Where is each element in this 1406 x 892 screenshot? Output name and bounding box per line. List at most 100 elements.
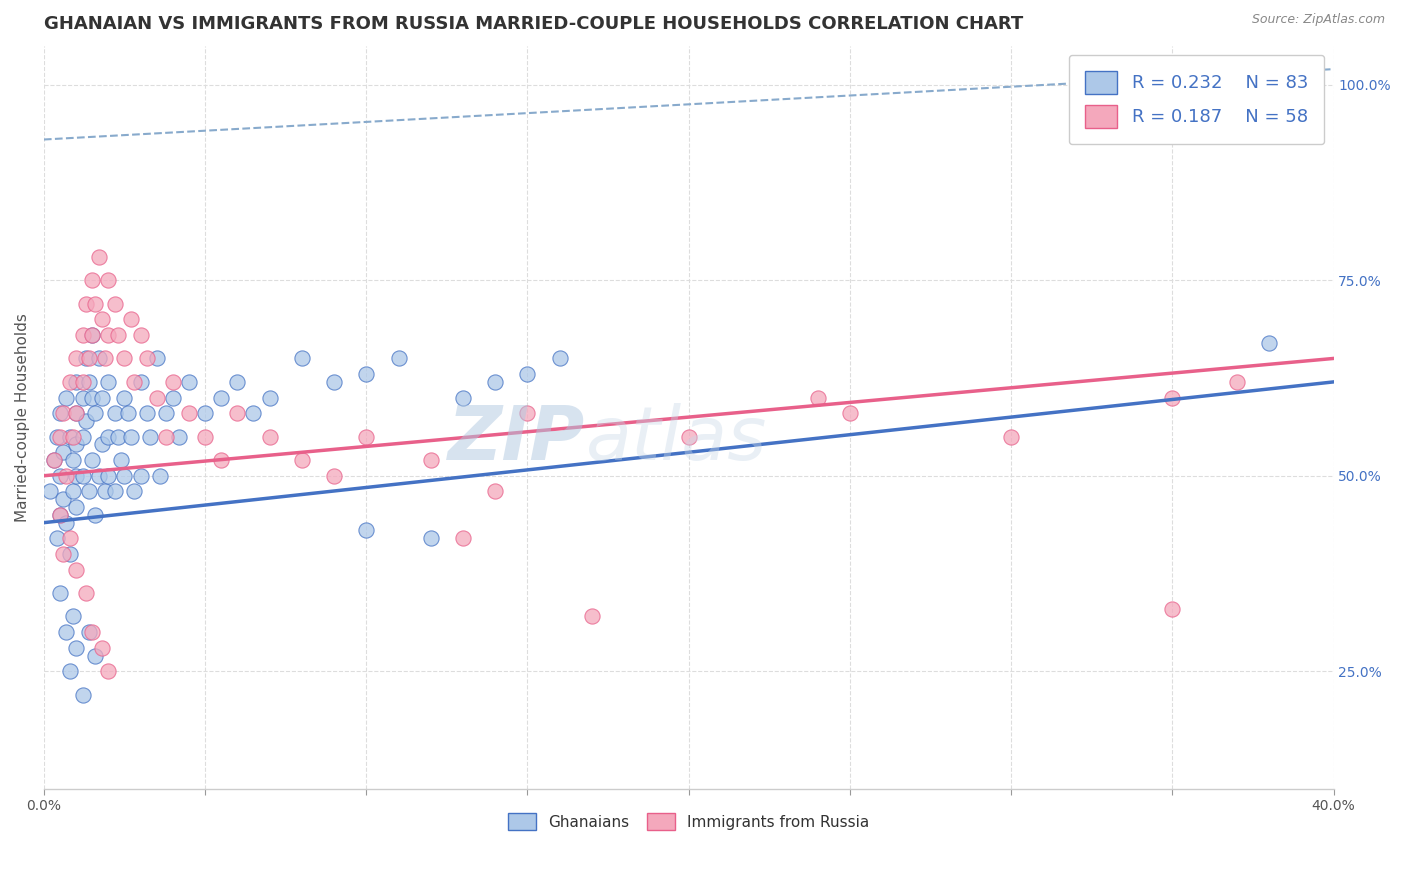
Point (52, 492, 75, 507)
Point (356, 367, 378, 381)
Point (77, 484, 100, 499)
Point (82, 273, 104, 287)
Point (84, 508, 107, 522)
Point (194, 406, 217, 420)
Point (177, 375, 200, 389)
Point (110, 453, 132, 467)
Point (65, 406, 87, 420)
Point (149, 468, 172, 483)
Point (42, 453, 65, 467)
Point (59, 547, 82, 561)
Point (516, 406, 538, 420)
Point (59, 665, 82, 679)
Point (323, 375, 346, 389)
Point (65, 500, 87, 514)
Point (259, 391, 281, 405)
Point (90, 437, 112, 451)
Point (581, 609, 603, 624)
Point (356, 430, 378, 444)
Point (145, 351, 167, 366)
Point (678, 430, 700, 444)
Point (97, 468, 120, 483)
Point (52, 406, 75, 420)
Point (65, 437, 87, 451)
Point (55, 468, 77, 483)
Point (82, 328, 104, 343)
Point (90, 312, 112, 326)
Point (107, 328, 129, 343)
Point (87, 250, 110, 264)
Point (49, 406, 72, 420)
Point (62, 430, 84, 444)
Point (129, 375, 152, 389)
Point (94, 484, 117, 499)
Point (75, 414, 97, 428)
Point (87, 351, 110, 366)
Point (226, 406, 249, 420)
Point (87, 468, 110, 483)
Text: ZIP: ZIP (449, 403, 585, 476)
Legend: Ghanaians, Immigrants from Russia: Ghanaians, Immigrants from Russia (502, 806, 876, 837)
Point (387, 351, 409, 366)
Point (1000, 430, 1022, 444)
Point (97, 665, 120, 679)
Point (75, 351, 97, 366)
Point (122, 375, 145, 389)
Point (59, 531, 82, 545)
Point (65, 563, 87, 577)
Text: Source: ZipAtlas.com: Source: ZipAtlas.com (1251, 13, 1385, 27)
Point (45, 531, 67, 545)
Point (838, 406, 860, 420)
Point (114, 351, 136, 366)
Point (242, 406, 264, 420)
Point (55, 516, 77, 530)
Point (136, 351, 159, 366)
Point (75, 586, 97, 600)
Point (107, 430, 129, 444)
Point (1226, 375, 1249, 389)
Point (139, 430, 162, 444)
Point (323, 468, 346, 483)
Point (62, 609, 84, 624)
Point (62, 484, 84, 499)
Point (65, 375, 87, 389)
Point (52, 547, 75, 561)
Point (82, 328, 104, 343)
Point (72, 430, 94, 444)
Point (82, 391, 104, 405)
Point (122, 484, 145, 499)
Point (194, 430, 217, 444)
Point (419, 453, 441, 467)
Point (52, 445, 75, 459)
Point (72, 688, 94, 702)
Point (104, 406, 127, 420)
Point (39, 484, 62, 499)
Point (55, 391, 77, 405)
Point (90, 640, 112, 655)
Point (77, 375, 100, 389)
Point (226, 375, 249, 389)
Point (120, 312, 142, 326)
Point (1161, 391, 1184, 405)
Point (72, 391, 94, 405)
Point (97, 430, 120, 444)
Point (451, 531, 474, 545)
Point (169, 430, 191, 444)
Point (145, 391, 167, 405)
Point (45, 430, 67, 444)
Point (59, 430, 82, 444)
Point (65, 406, 87, 420)
Point (90, 391, 112, 405)
Point (82, 625, 104, 640)
Point (75, 296, 97, 310)
Point (77, 625, 100, 640)
Point (155, 430, 177, 444)
Point (65, 640, 87, 655)
Point (484, 484, 506, 499)
Point (49, 586, 72, 600)
Point (1258, 335, 1281, 350)
Point (129, 328, 152, 343)
Point (97, 273, 120, 287)
Point (84, 648, 107, 663)
Point (291, 351, 314, 366)
